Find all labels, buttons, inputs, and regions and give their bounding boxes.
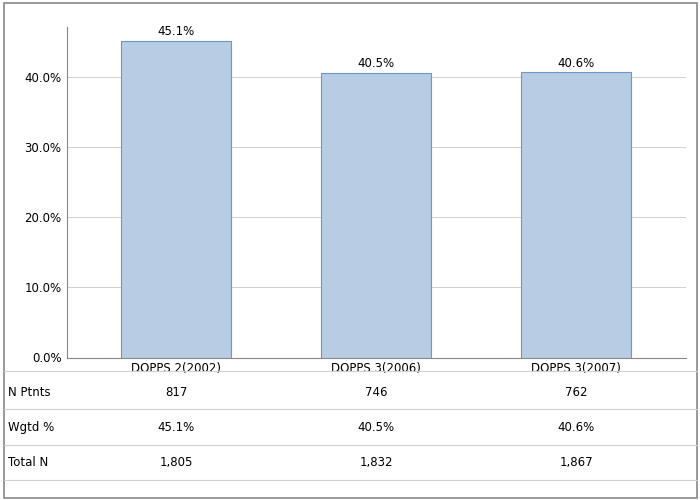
Text: 1,805: 1,805 [160,456,193,469]
Text: 40.5%: 40.5% [358,58,395,70]
Bar [122,41,232,358]
Text: N Ptnts: N Ptnts [8,386,51,399]
Text: 762: 762 [565,386,587,399]
Text: 1,832: 1,832 [360,456,393,469]
Bar [521,72,631,358]
Text: 817: 817 [165,386,188,399]
Text: Total N: Total N [8,456,48,469]
Text: 45.1%: 45.1% [158,421,195,434]
Text: Wgtd %: Wgtd % [8,421,55,434]
Text: 40.6%: 40.6% [557,56,595,70]
Text: 40.6%: 40.6% [557,421,595,434]
Text: 40.5%: 40.5% [358,421,395,434]
Text: 45.1%: 45.1% [158,25,195,38]
Text: 746: 746 [365,386,388,399]
Bar [321,73,431,358]
Text: 1,867: 1,867 [559,456,593,469]
